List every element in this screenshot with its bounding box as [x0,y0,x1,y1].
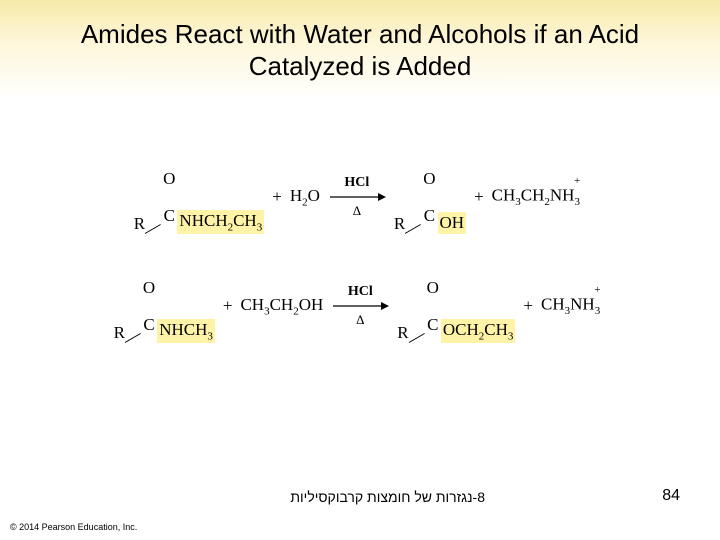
carbonyl-icon: O C [427,279,439,333]
product-amine: CH3NH3+ [541,294,606,317]
carbonyl-icon: O C [163,170,175,224]
r-label: R [114,323,125,343]
r-label: R [397,323,408,343]
chapter-label: 8-נגזרות של חומצות קרבוקסיליות [290,489,485,505]
leaving-group: NHCH2CH3 [177,210,264,234]
arrow-icon [328,192,386,202]
leaving-group: NHCH3 [157,319,215,343]
page-number: 84 [662,487,680,505]
reaction-row: R O C NHCH3 + CH3CH2OH HCl [0,279,720,333]
reactant-amide: R O C NHCH3 [114,279,215,333]
reaction-area: R O C NHCH2CH3 + H2O HCl Δ [0,170,720,388]
r-label: R [394,214,405,234]
reagent: H2O [290,186,320,208]
plus-icon: + [223,296,233,316]
catalyst-label: HCl [344,175,369,191]
plus-icon: + [523,296,533,316]
plus-icon: + [474,187,484,207]
carbonyl-icon: O C [143,279,155,333]
reaction-arrow: HCl Δ [331,284,389,328]
delta-label: Δ [356,312,364,328]
reagent: CH3CH2OH [240,295,323,317]
reaction-arrow: HCl Δ [328,175,386,219]
copyright-text: © 2014 Pearson Education, Inc. [10,522,137,532]
carbonyl-icon: O C [423,170,435,224]
delta-label: Δ [353,203,361,219]
catalyst-label: HCl [348,284,373,300]
arrow-icon [331,301,389,311]
product-acid: R O C OH [394,170,466,224]
slide-header: Amides React with Water and Alcohols if … [0,0,720,100]
leaving-group: OCH2CH3 [441,319,516,343]
reaction-row: R O C NHCH2CH3 + H2O HCl Δ [0,170,720,224]
product-amine: CH3CH2NH3+ [492,185,587,208]
product-ester: R O C OCH2CH3 [397,279,515,333]
plus-icon: + [272,187,282,207]
slide-title: Amides React with Water and Alcohols if … [30,18,690,83]
r-label: R [134,214,145,234]
leaving-group: OH [438,212,467,234]
reactant-amide: R O C NHCH2CH3 [134,170,264,224]
